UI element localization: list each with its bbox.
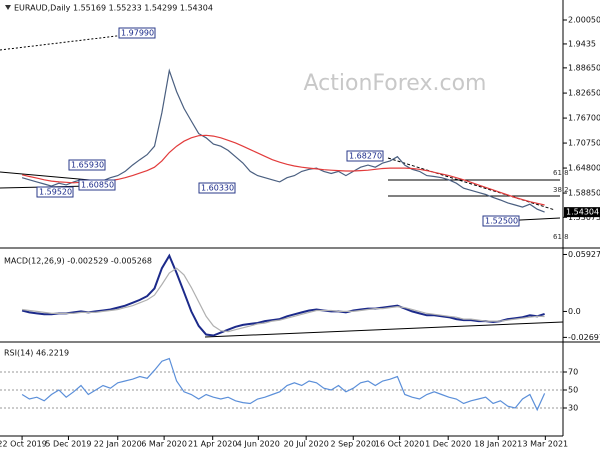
y-tick-label: 1.9435 bbox=[568, 39, 596, 48]
y-tick-label: 1.58850 bbox=[568, 189, 600, 198]
annotation: 1.65930 bbox=[71, 161, 104, 170]
x-tick-label: 18 Jan 2021 bbox=[474, 440, 522, 449]
last-price-label: 1.54304 bbox=[566, 208, 599, 217]
annotation: 1.60850 bbox=[81, 181, 114, 190]
y-tick-label: 1.82650 bbox=[568, 89, 600, 98]
series-line bbox=[21, 357, 546, 412]
annotation: 1.52500 bbox=[485, 217, 518, 226]
y-tick-label: 1.53075 bbox=[568, 213, 600, 222]
title-icon bbox=[5, 5, 11, 10]
x-tick-label: 3 Mar 2021 bbox=[523, 440, 569, 449]
panel-title: RSI(14) 46.2219 bbox=[4, 349, 69, 358]
watermark: ActionForex.com bbox=[304, 71, 487, 96]
annotation: 1.59520 bbox=[39, 188, 72, 197]
x-tick-label: 22 Jan 2020 bbox=[94, 440, 142, 449]
annotation-box bbox=[198, 182, 236, 194]
y-tick-label: 0.0 bbox=[568, 307, 581, 316]
trend-line bbox=[204, 321, 564, 338]
annotation-box bbox=[68, 159, 106, 171]
last-price-box bbox=[564, 207, 600, 218]
x-tick-label: 5 Dec 2019 bbox=[45, 440, 91, 449]
annotation: 1.68270 bbox=[349, 152, 382, 161]
y-tick-label: 70 bbox=[568, 368, 578, 377]
x-tick-label: 16 Oct 2020 bbox=[375, 440, 424, 449]
y-tick-label: 1.76700 bbox=[568, 114, 600, 123]
y-tick-label: 1.88650 bbox=[568, 63, 600, 72]
annotation-box bbox=[118, 27, 156, 39]
annotation: 38.2 bbox=[553, 186, 569, 194]
annotation: 61.8 bbox=[553, 233, 569, 241]
trend-line bbox=[0, 171, 91, 181]
y-tick-label: 1.70750 bbox=[568, 139, 600, 148]
y-tick-label: 2.00050 bbox=[568, 15, 600, 24]
secondary-line bbox=[22, 267, 545, 333]
y-tick-label: 30 bbox=[568, 404, 578, 413]
x-tick-label: 6 Mar 2020 bbox=[141, 440, 187, 449]
annotation: 61.8 bbox=[553, 169, 569, 177]
x-tick-label: 4 Jun 2020 bbox=[237, 440, 280, 449]
panel-title: EURAUD,Daily 1.55169 1.55233 1.54299 1.5… bbox=[14, 4, 213, 13]
annotation-box bbox=[78, 179, 116, 191]
y-tick-label: -0.026978 bbox=[568, 333, 600, 342]
x-tick-label: 1 Dec 2020 bbox=[425, 440, 471, 449]
plot: EURAUD,Daily 1.55169 1.55233 1.54299 1.5… bbox=[0, 4, 600, 449]
x-tick-label: 2 Sep 2020 bbox=[330, 440, 376, 449]
y-tick-label: 0.059272 bbox=[568, 250, 600, 259]
x-tick-label: 21 Apr 2020 bbox=[188, 440, 237, 449]
y-tick-label: 1.64800 bbox=[568, 164, 600, 173]
annotation-box bbox=[36, 186, 74, 198]
annotation-box bbox=[482, 215, 520, 227]
annotation: 1.97990 bbox=[121, 29, 154, 38]
annotation: 1.60330 bbox=[201, 184, 234, 193]
x-tick-label: 20 Jul 2020 bbox=[284, 440, 329, 449]
panel-title: MACD(12,26,9) -0.002529 -0.005268 bbox=[4, 257, 152, 266]
x-tick-label: 22 Oct 2019 bbox=[0, 440, 47, 449]
y-tick-label: 50 bbox=[568, 386, 578, 395]
series-line bbox=[21, 253, 545, 337]
annotation-box bbox=[346, 150, 384, 162]
series-line bbox=[21, 68, 545, 213]
